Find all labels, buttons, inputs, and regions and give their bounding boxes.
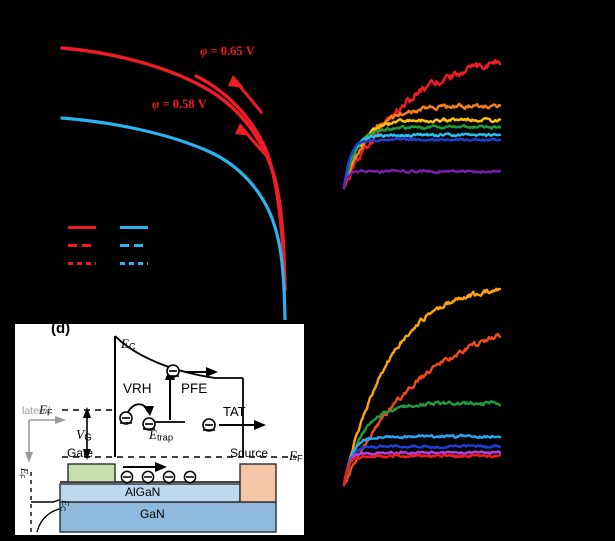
label-gan: GaN: [140, 507, 165, 521]
phi-unit-065: V: [242, 44, 255, 58]
label-pfe: PFE: [181, 381, 208, 396]
phi-symbol-065: φ: [200, 44, 208, 58]
transient-trace: [342, 443, 502, 487]
electron-glyph-channel-3: [162, 470, 176, 484]
electron-glyph-channel-4: [183, 470, 197, 484]
arrow-phi-065: [228, 75, 264, 114]
tat-arrow: [219, 420, 266, 430]
phi-equals-058: =: [159, 97, 173, 111]
electron-glyph-channel-1: [120, 470, 134, 484]
annotation-phi-058: φ = 0.58 V: [152, 97, 207, 112]
legend-swatch-red-solid: [68, 226, 96, 229]
vg-arrow: [83, 407, 91, 460]
panel-d-tag: (d): [51, 323, 71, 337]
source-metal-rect: [239, 463, 277, 503]
iv-legend: [68, 218, 178, 280]
electron-glyph-channel-2: [141, 470, 155, 484]
phi-symbol-058: φ: [152, 97, 160, 111]
label-small-ef-sub: F: [17, 474, 27, 479]
label-ef-left: EF: [39, 402, 53, 418]
transient-trace: [342, 137, 502, 190]
transient-trace: [342, 102, 502, 190]
label-ec-base: E: [121, 336, 129, 351]
transient-trace: [342, 400, 502, 487]
electron-glyph-band-top: [166, 364, 180, 378]
label-vrh: VRH: [123, 381, 152, 396]
channel-transport-arrow: [123, 462, 167, 472]
label-etrap-sub: trap: [156, 432, 174, 443]
label-gate-terminal: Gate: [67, 446, 94, 460]
transient-trace: [342, 453, 502, 487]
legend-swatch-red-dashed: [68, 244, 96, 247]
transient-plot-top: [342, 58, 502, 190]
legend-row-solid: [68, 218, 178, 236]
legend-row-dashed: [68, 236, 178, 254]
arrow-phi-058: [235, 123, 272, 161]
panel-transients-bottom: [320, 260, 615, 525]
phi-value-058: 0.58: [172, 97, 195, 111]
label-ec-sub: C: [128, 341, 136, 352]
iv-curve-blue-main: [60, 116, 287, 322]
band-transport-arrow: [185, 367, 218, 377]
label-ef-right-base: E: [289, 448, 297, 463]
iv-curve-red-second: [194, 74, 287, 292]
phi-equals-065: =: [207, 44, 221, 58]
label-ec: EC: [121, 336, 136, 352]
iv-curve-plot: [60, 46, 287, 322]
orientation-axes: [25, 416, 66, 463]
transient-trace: [342, 58, 502, 189]
panel-band-diagram-inset: (d): [14, 323, 305, 536]
label-vg: VG: [76, 427, 92, 444]
label-ef-left-base: E: [39, 402, 47, 417]
phi-unit-058: V: [194, 97, 207, 111]
phi-value-065: 0.65: [220, 44, 243, 58]
gan-layer-rect: [59, 501, 277, 533]
transient-trace: [342, 168, 502, 190]
label-ef-right: EF: [289, 448, 303, 464]
label-vg-base: V: [76, 427, 85, 442]
transient-trace: [342, 287, 502, 487]
legend-row-dotted: [68, 254, 178, 272]
electron-glyph-tat: [202, 418, 216, 432]
vrh-arrow: [127, 403, 154, 416]
label-etrap: Etrap: [149, 427, 173, 443]
label-tat: TAT: [223, 404, 246, 419]
label-small-ec: EC: [59, 500, 70, 511]
conduction-band-curve: [114, 335, 243, 379]
legend-swatch-red-dotted: [68, 262, 96, 265]
transient-plot-bottom: [342, 287, 502, 487]
label-vg-sub: G: [84, 432, 92, 444]
label-ef-right-sub: F: [296, 453, 303, 464]
panel-transients-top: [320, 20, 615, 220]
electron-glyph-vrh-b: [142, 417, 156, 431]
band-diagram-svg: [25, 335, 297, 533]
annotation-phi-065: φ = 0.65 V: [200, 44, 255, 59]
panel-iv-curves: φ = 0.65 V φ = 0.58 V: [0, 0, 320, 322]
transient-trace: [342, 450, 502, 487]
electron-glyph-vrh-a: [119, 411, 133, 425]
label-source-terminal: Source: [230, 446, 269, 460]
transient-trace: [342, 433, 502, 487]
gate-metal-rect: [67, 463, 116, 483]
label-small-ef: EF: [18, 468, 29, 479]
label-ef-left-sub: F: [46, 407, 53, 418]
label-algan: AlGaN: [125, 485, 161, 499]
legend-swatch-blue-dashed: [120, 244, 148, 247]
label-lateral: lateral: [22, 405, 51, 417]
label-etrap-base: E: [149, 427, 157, 442]
legend-swatch-blue-solid: [120, 226, 148, 229]
transient-trace: [342, 132, 502, 190]
transient-trace: [342, 123, 502, 190]
label-small-ec-sub: C: [58, 506, 68, 512]
legend-swatch-blue-dotted: [120, 262, 148, 265]
